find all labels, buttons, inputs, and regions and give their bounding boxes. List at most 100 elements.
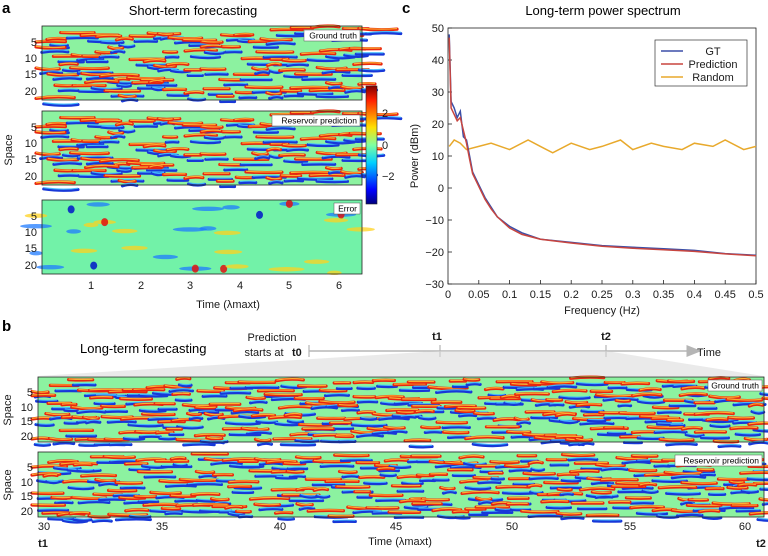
stripe-blue — [388, 431, 406, 432]
stripe-cyan — [200, 510, 231, 511]
stripe-yellow — [281, 90, 301, 91]
stripe-blue — [321, 466, 353, 467]
stripe-blue — [116, 519, 150, 520]
error-hotspot — [101, 218, 108, 226]
stripe-blue — [658, 412, 680, 413]
stripe-blue — [42, 136, 68, 137]
stripe-cyan — [160, 437, 175, 438]
stripe-cyan — [619, 404, 631, 405]
ytick-label: 50 — [432, 23, 444, 35]
stripe-cyan — [59, 174, 78, 175]
stripe-yellow — [359, 83, 375, 84]
xtick-label: 0.2 — [564, 289, 579, 301]
stripe-cyan — [562, 479, 580, 480]
stripe-blue — [267, 128, 294, 129]
stripe-blue — [59, 175, 78, 176]
stripe-blue — [366, 33, 400, 34]
stripe-blue — [667, 444, 697, 445]
ytick-label: −20 — [425, 247, 444, 259]
error-mark — [304, 260, 329, 264]
stripe-yellow — [237, 511, 251, 512]
stripe-blue — [548, 386, 576, 387]
stripe-yellow — [213, 474, 232, 475]
stripe-blue — [655, 432, 686, 433]
stripe-yellow — [337, 486, 369, 487]
ytick-b0-10: 10 — [21, 402, 33, 414]
stripe-yellow — [156, 432, 173, 433]
xtick-b-40: 40 — [274, 521, 286, 533]
stripe-blue — [581, 423, 613, 424]
stripe-blue — [602, 469, 627, 470]
stripe-blue — [529, 516, 562, 517]
stripe-blue — [672, 476, 704, 478]
stripe-cyan — [78, 469, 93, 470]
error-mark — [36, 265, 64, 269]
stripe-cyan — [448, 436, 470, 437]
stripe-blue — [343, 476, 358, 477]
stripe-blue — [619, 405, 631, 406]
error-mark — [112, 229, 138, 233]
error-hotspot — [90, 262, 97, 270]
timeline-start-label-1: Prediction — [248, 332, 297, 344]
x-start-t1: t1 — [38, 538, 48, 550]
error-mark — [71, 249, 98, 253]
xtick-label: 0.45 — [714, 289, 735, 301]
error-mark — [153, 255, 178, 259]
stripe-blue — [212, 463, 242, 465]
error-mark — [66, 229, 81, 233]
stripe-blue — [79, 502, 109, 503]
stripe-blue — [288, 468, 307, 469]
panel-c-title: Long-term power spectrum — [525, 3, 680, 18]
stripe-yellow — [36, 126, 65, 127]
heatmap-b-reservoir-prediction: Reservoir prediction — [32, 452, 768, 522]
stripe-blue — [720, 507, 752, 508]
ytick-label: −10 — [425, 215, 444, 227]
stripe-cyan — [74, 518, 91, 519]
stripe-cyan — [298, 92, 332, 93]
stripe-blue — [460, 415, 476, 416]
error-mark — [222, 205, 239, 209]
stripe-cyan — [443, 426, 469, 427]
stripe-blue — [93, 521, 111, 522]
stripe-blue — [323, 71, 349, 73]
panel-a-yticks: 5 10 15 20 5 10 15 20 5 10 15 20 — [25, 37, 37, 272]
ytick-label: 30 — [432, 87, 444, 99]
stripe-yellow — [310, 174, 344, 175]
stripe-blue — [365, 483, 387, 484]
stripe-blue — [260, 509, 282, 510]
stripe-yellow — [257, 51, 293, 52]
stripe-blue — [86, 421, 99, 423]
stripe-blue — [443, 492, 455, 493]
stripe-blue — [287, 64, 307, 65]
ytick-b0-15: 15 — [21, 416, 33, 428]
stripe-yellow — [630, 470, 656, 471]
panel-letter-c: c — [402, 0, 410, 17]
stripe-yellow — [90, 389, 122, 390]
stripe-blue — [503, 493, 532, 494]
stripe-blue — [341, 460, 371, 461]
xtick-label: 0.15 — [530, 289, 551, 301]
stripe-blue — [569, 459, 597, 460]
stripe-blue — [95, 403, 114, 404]
panel-letter-b: b — [2, 318, 11, 335]
stripe-blue — [443, 427, 469, 428]
ytick-a2-10: 10 — [25, 227, 37, 239]
stripe-blue — [87, 78, 112, 79]
stripe-cyan — [365, 482, 387, 483]
stripe-blue — [256, 157, 269, 159]
stripe-blue — [358, 402, 377, 403]
stripe-cyan — [221, 391, 250, 392]
stripe-cyan — [658, 411, 680, 412]
stripe-blue — [317, 96, 348, 97]
stripe-blue — [701, 475, 714, 476]
legend-entry-random: Random — [692, 72, 734, 84]
error-mark — [121, 246, 147, 250]
stripe-blue — [300, 508, 314, 510]
stripe-blue — [110, 461, 137, 462]
stripe-blue — [287, 149, 307, 150]
stripe-blue — [285, 96, 303, 97]
heatmap-b-label-reservoir-prediction: Reservoir prediction — [683, 456, 759, 466]
stripe-yellow — [508, 431, 530, 432]
stripe-blue — [437, 391, 471, 393]
error-mark — [226, 264, 249, 268]
